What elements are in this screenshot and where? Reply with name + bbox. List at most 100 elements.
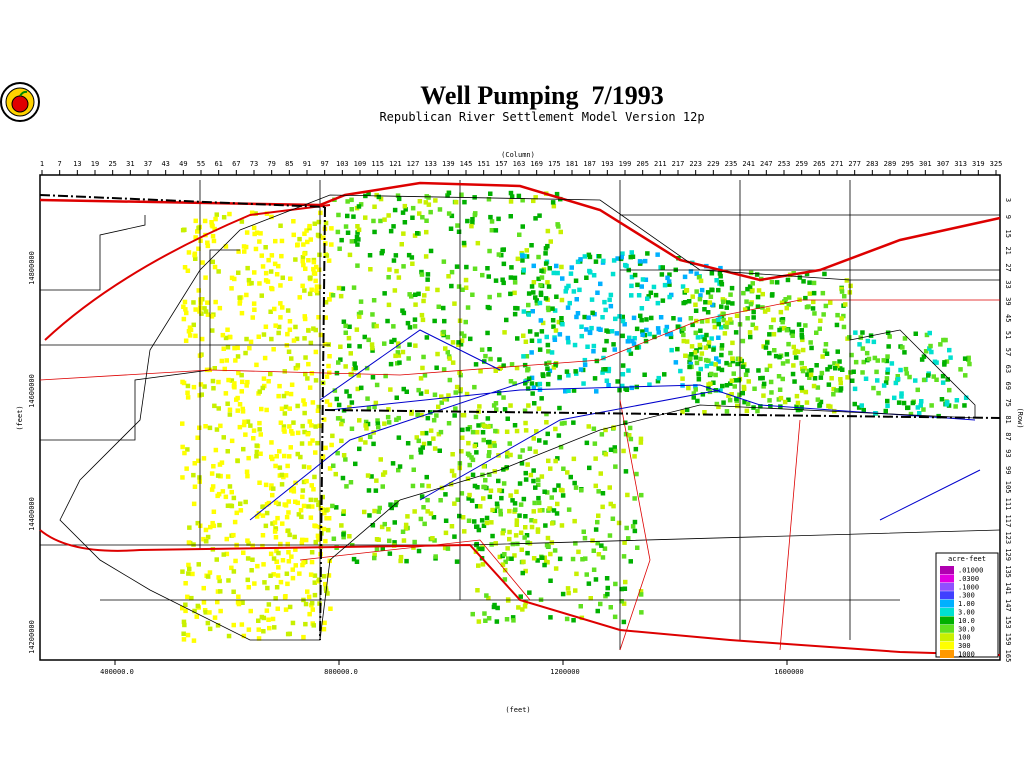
pumping-cell	[236, 370, 241, 376]
pumping-cell	[497, 554, 503, 560]
pumping-cell	[521, 268, 526, 273]
pumping-cell	[205, 312, 211, 317]
pumping-cell	[684, 288, 690, 293]
pumping-cell	[512, 501, 518, 506]
pumping-cell	[548, 239, 553, 244]
pumping-cell	[407, 342, 412, 347]
pumping-cell	[566, 373, 571, 378]
pumping-cell	[273, 526, 279, 532]
pumping-cell	[706, 386, 711, 391]
pumping-cell	[329, 242, 334, 247]
pumping-cell	[826, 403, 831, 409]
pumping-cell	[312, 573, 318, 578]
pumping-cell	[216, 575, 221, 580]
pumping-cell	[818, 375, 824, 380]
pumping-cell	[312, 580, 317, 585]
pumping-cell	[552, 337, 558, 342]
pumping-cell	[767, 398, 772, 403]
pumping-cell	[461, 240, 467, 246]
pumping-cell	[596, 552, 602, 557]
pumping-cell	[343, 457, 348, 462]
pumping-cell	[499, 488, 505, 494]
pumping-cell	[571, 618, 576, 623]
pumping-cell	[260, 533, 266, 538]
pumping-cell	[198, 238, 203, 243]
pumping-cell	[699, 351, 705, 356]
pumping-cell	[472, 483, 478, 489]
pumping-cell	[622, 586, 628, 591]
pumping-cell	[571, 289, 577, 294]
pumping-cell	[376, 194, 382, 200]
pumping-cell	[501, 261, 507, 267]
pumping-cell	[407, 292, 412, 297]
pumping-cell	[861, 359, 866, 365]
pumping-cell	[684, 339, 690, 344]
pumping-cell	[719, 325, 724, 330]
pumping-cell	[603, 367, 608, 372]
pumping-cell	[584, 275, 589, 280]
pumping-cell	[504, 317, 509, 323]
pumping-cell	[203, 424, 208, 429]
pumping-cell	[293, 257, 298, 262]
pumping-cell	[259, 406, 264, 412]
pumping-cell	[426, 202, 432, 207]
pumping-cell	[721, 299, 726, 304]
pumping-cell	[231, 495, 237, 501]
pumping-cell	[420, 431, 425, 436]
pumping-cell	[287, 532, 292, 538]
pumping-cell	[336, 402, 342, 408]
pumping-cell	[838, 380, 843, 386]
row-tick-label: 123	[1004, 531, 1012, 544]
pumping-cell	[485, 416, 491, 421]
pumping-cell	[302, 288, 307, 293]
pumping-cell	[607, 533, 613, 538]
pumping-cell	[382, 521, 387, 527]
pumping-cell	[667, 294, 672, 300]
row-tick-label: 45	[1004, 314, 1012, 322]
pumping-cell	[945, 377, 950, 382]
pumping-cell	[729, 285, 735, 291]
column-tick-label: 73	[250, 160, 258, 168]
pumping-cell	[921, 407, 926, 412]
pumping-cell	[664, 324, 670, 330]
pumping-cell	[962, 403, 967, 408]
pumping-cell	[370, 523, 376, 528]
pumping-cell	[943, 337, 948, 343]
pumping-cell	[603, 452, 609, 457]
pumping-cell	[364, 426, 369, 431]
pumping-cell	[421, 298, 426, 304]
pumping-cell	[240, 600, 245, 605]
pumping-cell	[370, 312, 375, 317]
pumping-cell	[263, 278, 269, 283]
pumping-cell	[289, 356, 294, 361]
row-tick-label: 21	[1004, 246, 1012, 254]
y-tick-label: 14600000	[28, 374, 36, 408]
row-tick-label: 99	[1004, 466, 1012, 474]
pumping-cell	[221, 435, 226, 440]
pumping-cell	[552, 548, 558, 553]
pumping-cell	[268, 309, 273, 314]
pumping-cell	[710, 302, 715, 308]
pumping-cell	[514, 518, 520, 523]
pumping-cell	[308, 572, 314, 577]
pumping-cell	[807, 291, 813, 296]
pumping-cell	[277, 465, 283, 470]
pumping-cell	[303, 371, 308, 377]
pumping-cell	[240, 406, 245, 412]
pumping-cell	[487, 494, 493, 500]
pumping-cell	[508, 291, 513, 297]
pumping-cell	[537, 381, 543, 387]
pumping-cell	[400, 529, 406, 534]
pumping-cell	[694, 360, 700, 366]
pumping-cell	[727, 397, 733, 403]
pumping-cell	[421, 354, 426, 360]
pumping-cell	[295, 430, 301, 436]
pumping-cell	[554, 511, 560, 516]
pumping-cell	[197, 309, 202, 314]
pumping-cell	[385, 414, 391, 420]
pumping-cell	[546, 307, 551, 313]
pumping-cell	[282, 369, 287, 374]
pumping-cell	[480, 562, 486, 567]
pumping-cell	[702, 307, 707, 312]
pumping-cell	[302, 429, 307, 435]
